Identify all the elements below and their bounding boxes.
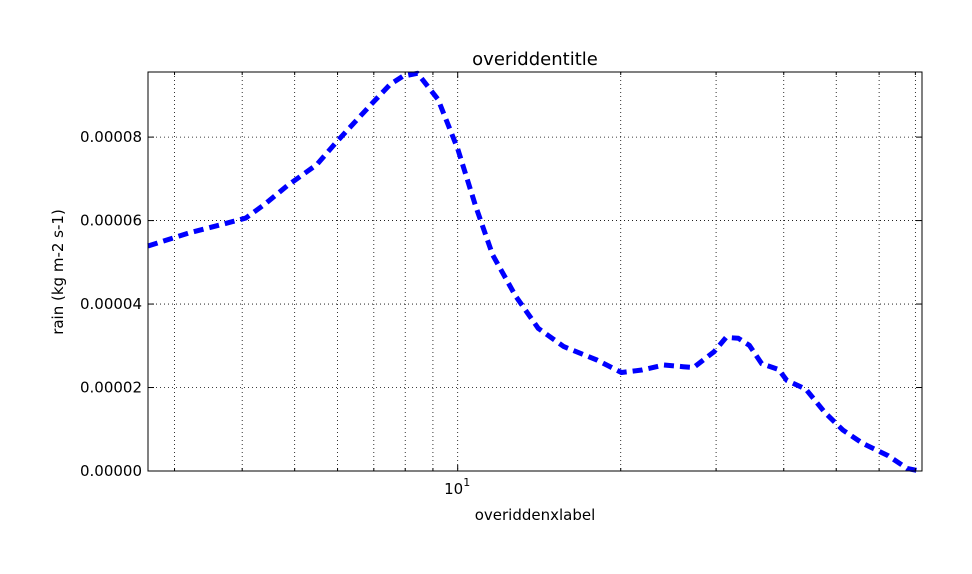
x-tick-label-base: 10 xyxy=(444,480,463,498)
axis-ticks xyxy=(148,72,922,472)
series-layer xyxy=(147,70,921,474)
tick-labels: 0.00000 0.00002 0.00004 0.00006 0.00008 10 1 xyxy=(80,128,470,498)
x-tick-label: 10 1 xyxy=(444,476,470,498)
x-tick-label-exponent: 1 xyxy=(463,476,470,489)
chart-title: overiddentitle xyxy=(472,49,598,70)
y-tick-label: 0.00002 xyxy=(80,379,142,397)
y-tick-label: 0.00004 xyxy=(80,295,142,313)
series-line xyxy=(147,70,921,474)
plot-frame xyxy=(147,71,923,472)
y-tick-label: 0.00000 xyxy=(80,462,142,480)
y-axis-label: rain (kg m-2 s-1) xyxy=(49,209,67,335)
x-axis-label: overiddenxlabel xyxy=(475,506,596,524)
y-tick-label: 0.00008 xyxy=(80,128,142,146)
grid xyxy=(148,72,922,471)
y-tick-label: 0.00006 xyxy=(80,212,142,230)
